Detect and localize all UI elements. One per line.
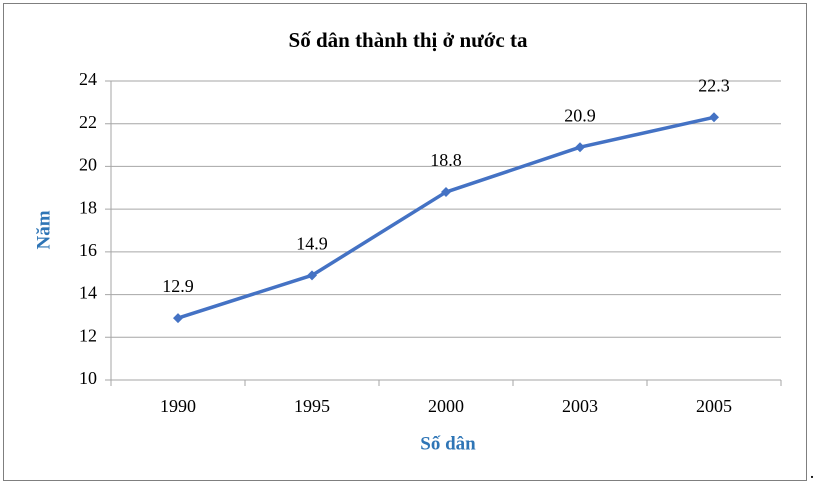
marker	[307, 270, 317, 281]
y-tick-label: 18	[79, 197, 97, 217]
chart-title: Số dân thành thị ở nước ta	[289, 28, 528, 52]
y-tick-label: 16	[79, 240, 97, 260]
data-label: 20.9	[564, 105, 596, 125]
x-tick-label: 2000	[428, 396, 464, 416]
data-label: 12.9	[162, 276, 194, 296]
data-label: 14.9	[296, 233, 328, 253]
x-tick-label: 1995	[294, 396, 330, 416]
data-label: 22.3	[698, 75, 730, 95]
marker	[575, 142, 585, 153]
y-axis-title: Năm	[33, 210, 54, 249]
chart-border	[3, 3, 807, 481]
x-tick-label: 1990	[160, 396, 196, 416]
marker	[709, 112, 719, 123]
y-tick-label: 22	[79, 112, 97, 132]
marker	[441, 187, 451, 198]
y-tick-label: 10	[79, 368, 97, 388]
x-tick-label: 2003	[562, 396, 598, 416]
y-tick-label: 24	[79, 69, 97, 89]
y-tick-label: 20	[79, 155, 97, 175]
marker	[173, 313, 183, 324]
y-tick-label: 14	[79, 283, 97, 303]
y-tick-label: 12	[79, 325, 97, 345]
x-tick-label: 2005	[696, 396, 732, 416]
x-axis-title: Số dân	[420, 433, 476, 454]
note: .	[810, 462, 814, 482]
data-label: 18.8	[430, 150, 462, 170]
